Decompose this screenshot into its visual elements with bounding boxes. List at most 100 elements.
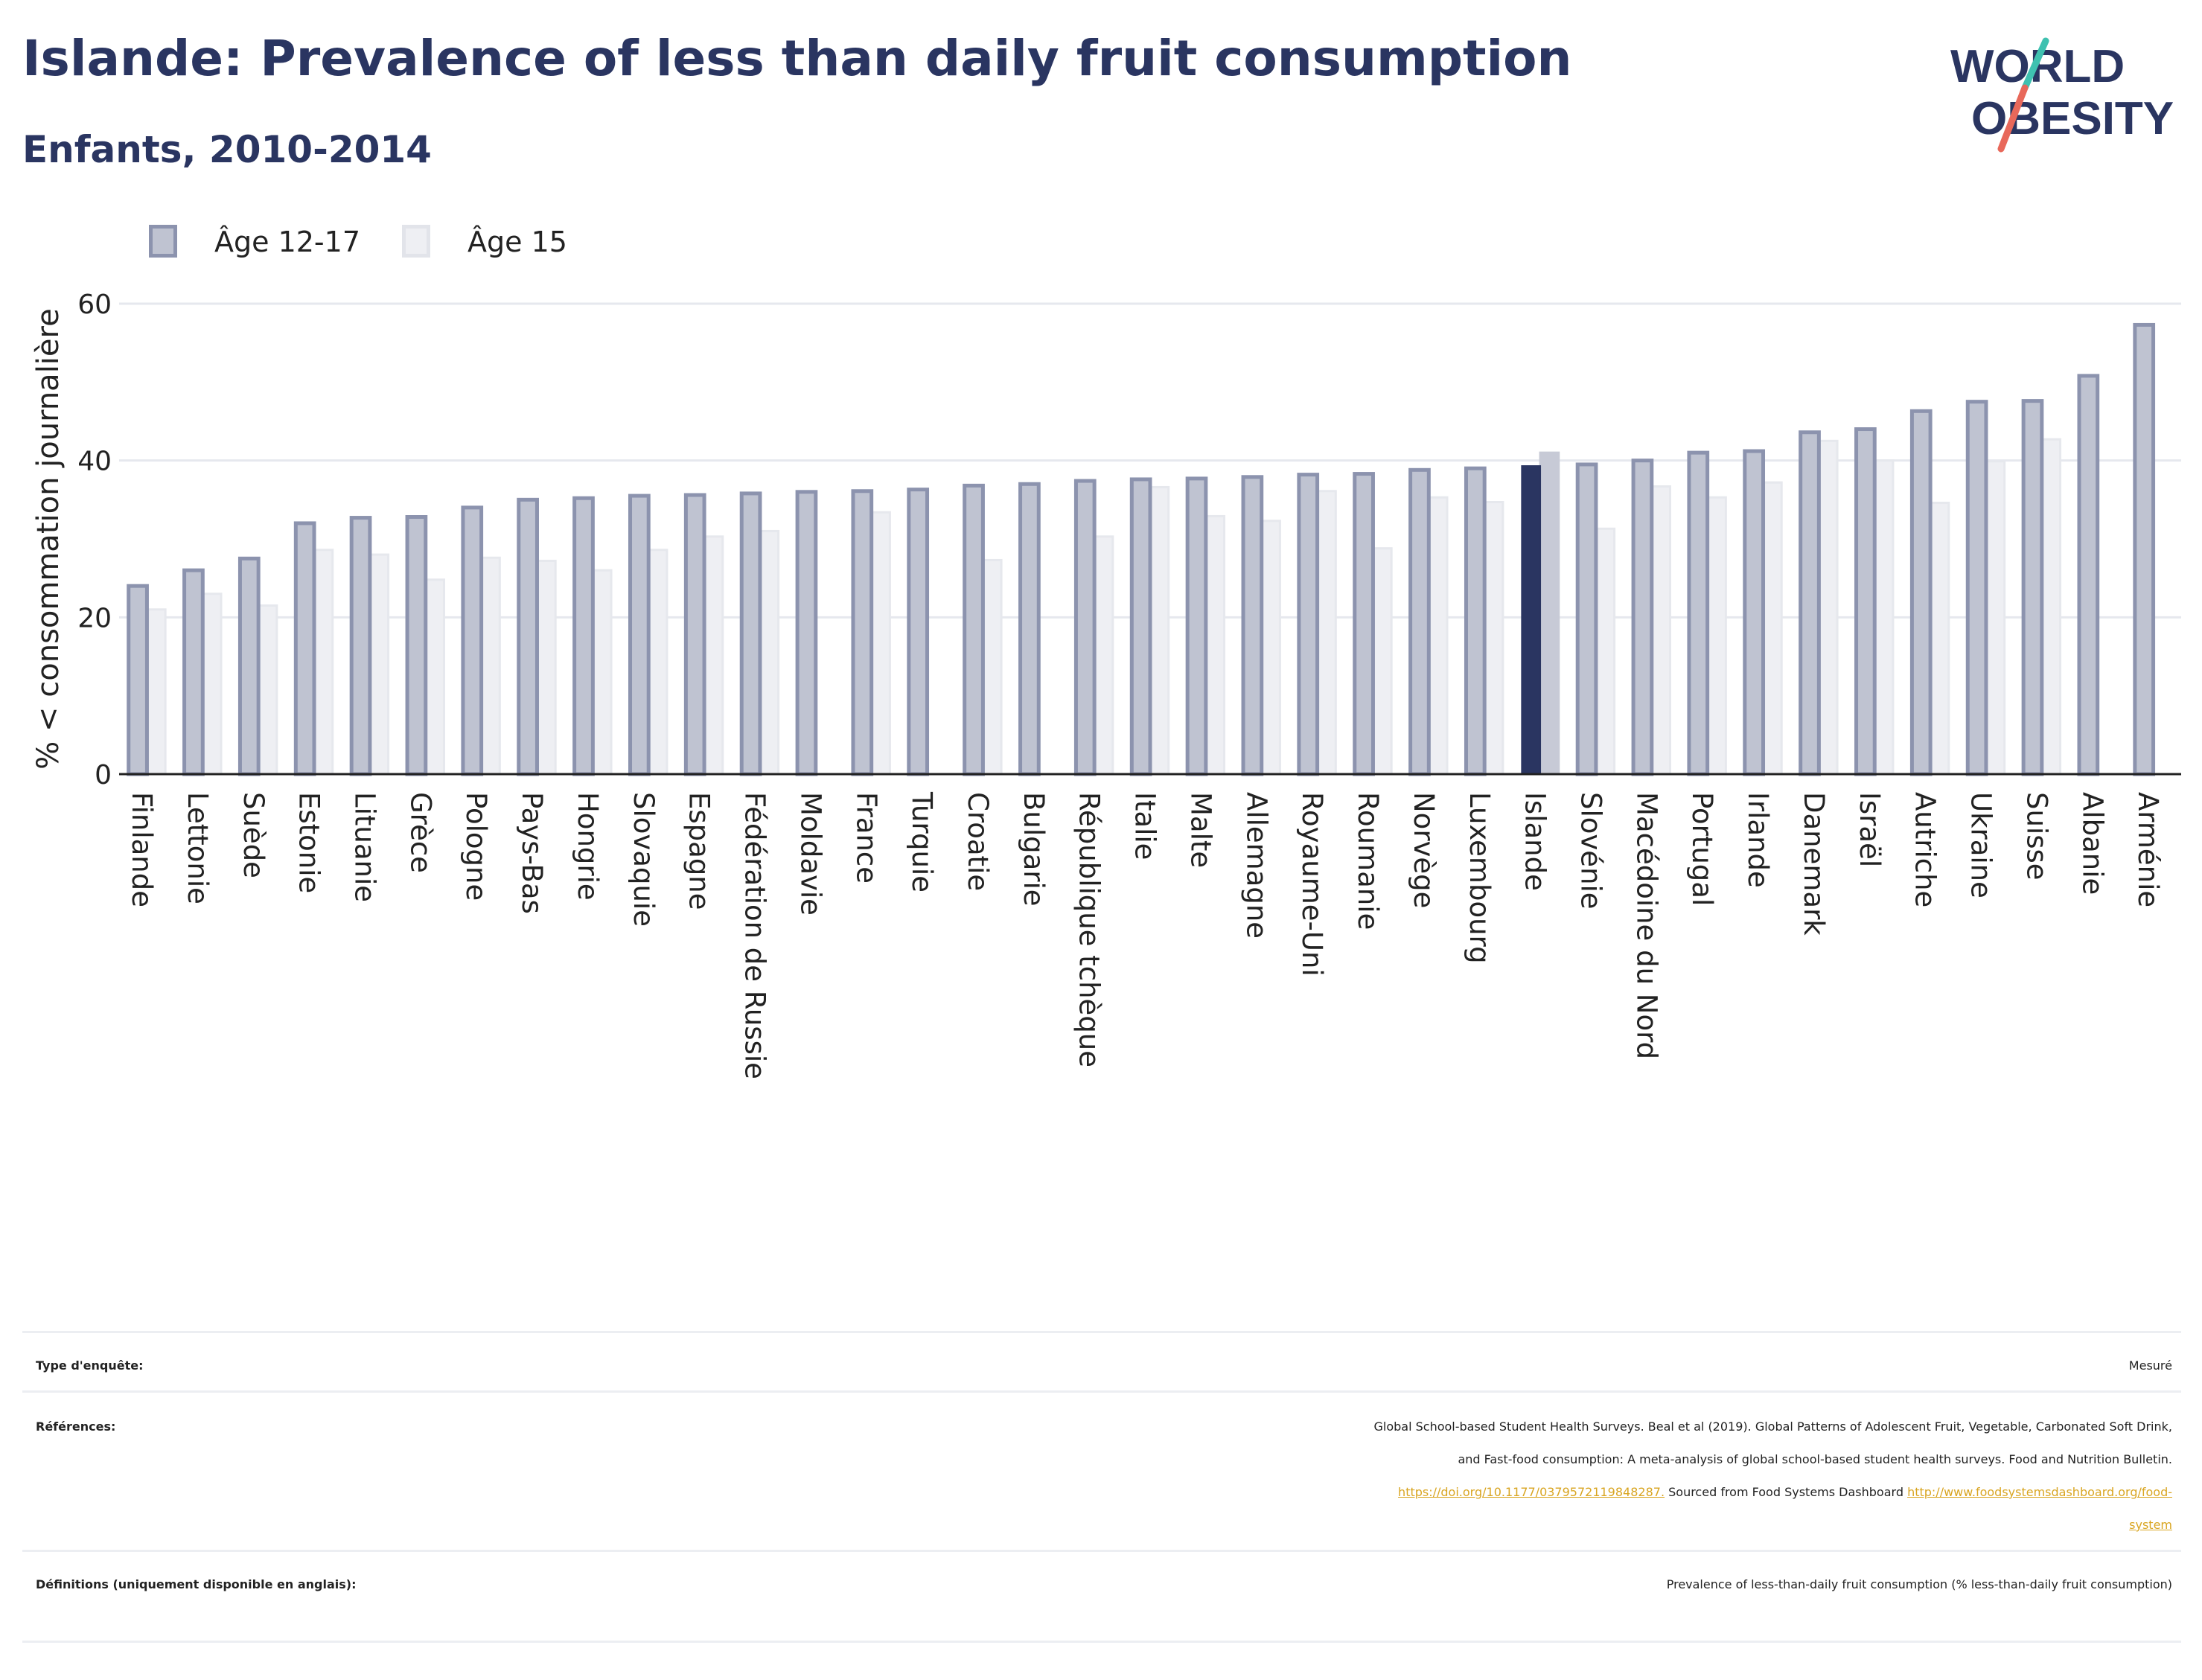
references-row: Références: Global School-based Student … <box>22 1390 2181 1550</box>
x-tick-label: Malte <box>1184 792 1216 868</box>
doi-link[interactable]: https://doi.org/10.1177/0379572119848287… <box>1398 1485 1665 1499</box>
bar-age-12-17 <box>795 490 818 776</box>
page-subtitle: Enfants, 2010-2014 <box>22 128 432 171</box>
x-tick-label: Espagne <box>683 792 715 910</box>
x-tick-label: Norvège <box>1408 792 1440 908</box>
bar-age-15 <box>313 549 334 776</box>
bar-age-12-17 <box>683 493 706 776</box>
x-tick-label: Portugal <box>1686 792 1718 906</box>
x-tick-label: Finlande <box>126 792 158 907</box>
bar-age-12-17 <box>1129 477 1152 776</box>
x-tick-label: Bulgarie <box>1018 792 1050 907</box>
bar-age-15 <box>424 578 445 776</box>
food-systems-link[interactable]: http://www.foodsystemsdashboard.org/food… <box>1907 1485 2172 1499</box>
x-tick-label: Albanie <box>2076 792 2108 895</box>
x-tick-label: Hongrie <box>572 792 604 901</box>
bar-age-12-17 <box>2133 322 2156 776</box>
bar-age-12-17 <box>461 505 484 776</box>
bar-age-15 <box>1093 535 1114 776</box>
x-tick-label: France <box>850 792 882 884</box>
x-tick-label: Estonie <box>293 792 325 893</box>
legend-label-age-12-17: Âge 12-17 <box>214 226 360 258</box>
x-tick-label: Pologne <box>460 792 492 901</box>
bar-age-15 <box>870 511 891 776</box>
bar-age-15 <box>1316 490 1337 776</box>
x-tick-label: Ukraine <box>1965 792 1997 898</box>
bar-age-12-17 <box>1965 400 1988 776</box>
references-line-1: Global School-based Student Health Surve… <box>1373 1419 2172 1434</box>
legend-swatch-age-15 <box>402 225 430 258</box>
bar-age-15 <box>1371 547 1393 776</box>
bar-age-15 <box>368 553 390 776</box>
x-tick-label: Italie <box>1129 792 1161 860</box>
y-tick-label: 40 <box>77 447 112 477</box>
bar-age-15 <box>535 559 557 776</box>
bar-age-15 <box>759 529 780 776</box>
x-tick-label: Macédoine du Nord <box>1630 792 1662 1059</box>
x-tick-label: Turquie <box>906 791 938 892</box>
x-tick-label: Islande <box>1519 792 1551 891</box>
x-tick-label: Slovaquie <box>628 792 660 927</box>
bar-age-15 <box>1985 460 2006 776</box>
x-tick-label: Luxembourg <box>1464 792 1496 964</box>
bar-age-15 <box>647 549 668 776</box>
bar-age-12-17 <box>1909 409 1933 776</box>
x-tick-label: Israël <box>1854 792 1886 867</box>
bar-age-15 <box>1427 496 1449 776</box>
bar-age-15 <box>1650 485 1671 776</box>
bar-age-15 <box>1873 459 1895 776</box>
bar-age-12-17 <box>1799 430 1821 776</box>
references-value: Global School-based Student Health Surve… <box>460 1411 2172 1542</box>
x-tick-label: République tchèque <box>1073 792 1105 1067</box>
references-line-4: system <box>460 1509 2172 1542</box>
x-tick-label: Suisse <box>2020 792 2052 881</box>
bar-age-15 <box>480 556 501 776</box>
x-tick-label: Croatie <box>962 792 994 891</box>
x-tick-label: Autriche <box>1909 792 1941 907</box>
logo-slash-coral <box>1997 84 2029 153</box>
survey-type-value: Mesuré <box>2128 1358 2172 1373</box>
bar-age-12-17 <box>1854 427 1877 776</box>
x-tick-label: Royaume-Uni <box>1296 792 1328 977</box>
y-tick-label: 0 <box>95 760 112 791</box>
y-tick-label: 20 <box>77 603 112 633</box>
bar-age-12-17 <box>2077 374 2100 776</box>
bar-age-15 <box>1762 481 1783 776</box>
bar-age-12-17 <box>1687 450 1710 776</box>
x-tick-label: Pays-Bas <box>516 792 548 914</box>
bar-age-12-17 <box>851 489 874 776</box>
bar-age-12-17 <box>1073 479 1097 776</box>
bar-age-15 <box>591 569 613 776</box>
bar-age-12-17 <box>1018 482 1041 776</box>
x-tick-label: Irlande <box>1742 792 1774 888</box>
y-tick-label: 60 <box>77 290 112 320</box>
bar-age-12-17 <box>127 584 149 776</box>
bar-age-12-17 <box>628 494 651 776</box>
legend-swatch-age-12-17 <box>149 225 177 258</box>
bar-age-15 <box>703 535 724 776</box>
food-systems-link-continued[interactable]: system <box>2129 1518 2172 1532</box>
y-axis-title: % < consommation journalière <box>31 308 66 769</box>
meta-bottom-border <box>22 1641 2181 1643</box>
bar-age-15 <box>145 608 167 776</box>
bar-age-12-17-highlight <box>1521 465 1542 775</box>
bar-chart: 0 20 40 60 % < consommation journalière Finla… <box>31 290 2181 1079</box>
bar-age-12-17 <box>907 488 930 776</box>
bar-age-15 <box>1149 485 1170 776</box>
bar-age-12-17 <box>572 496 595 776</box>
bar-age-15 <box>2040 438 2062 776</box>
x-tick-label: Moldavie <box>794 792 826 916</box>
references-mid-text: Sourced from Food Systems Dashboard <box>1665 1485 1908 1499</box>
x-tick-label: Suède <box>237 792 269 878</box>
survey-type-row: Type d'enquête: Mesuré <box>22 1331 2181 1390</box>
bar-age-12-17 <box>182 568 205 776</box>
definitions-row: Définitions (uniquement disponible en an… <box>22 1550 2181 1641</box>
bar-age-12-17 <box>293 521 316 776</box>
bar-age-12-17 <box>349 516 372 776</box>
bar-age-15 <box>1595 527 1616 776</box>
references-label: Références: <box>36 1419 116 1434</box>
bar-age-12-17 <box>1353 472 1375 776</box>
bar-age-12-17 <box>739 491 762 776</box>
bar-age-12-17 <box>1743 449 1766 776</box>
bar-age-15 <box>1929 502 1950 776</box>
